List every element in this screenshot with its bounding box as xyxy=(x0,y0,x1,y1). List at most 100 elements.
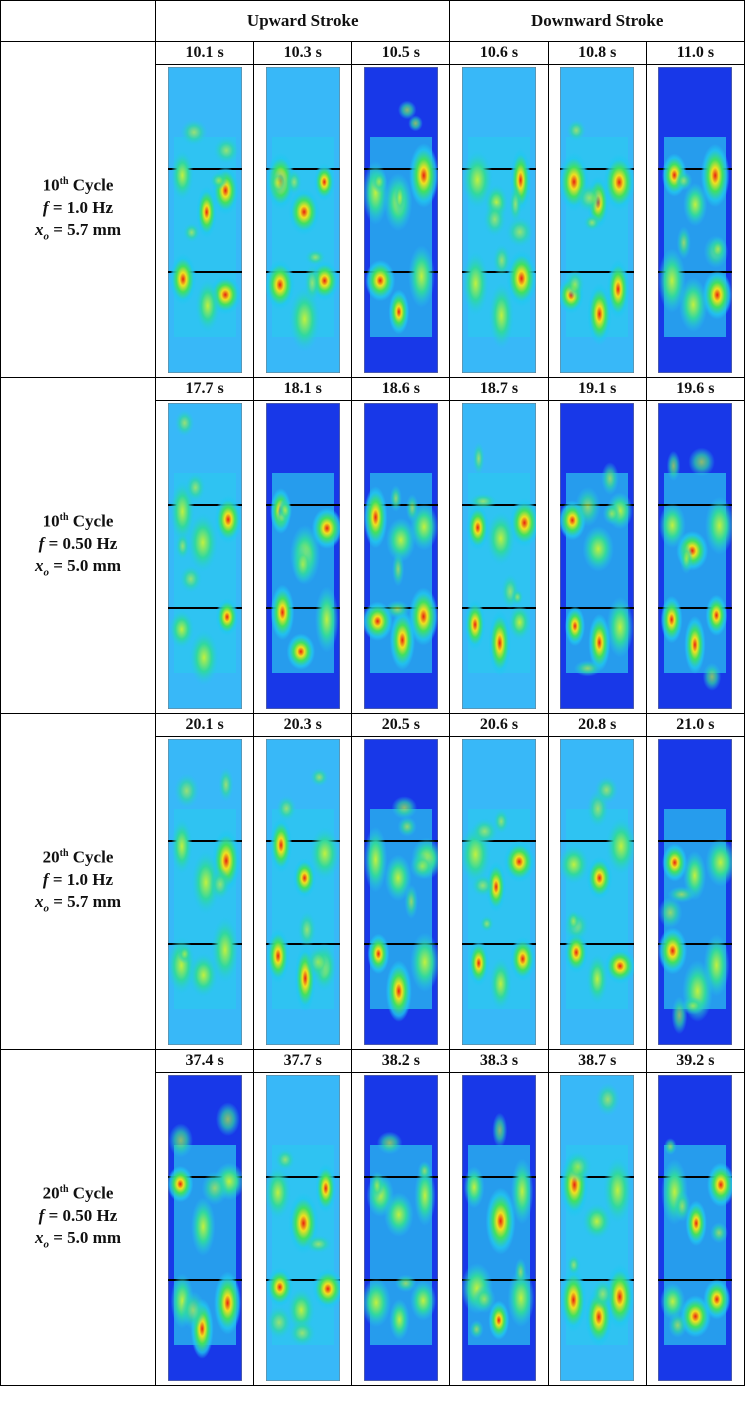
blob xyxy=(385,600,409,618)
image-cell xyxy=(548,65,646,378)
vortex xyxy=(168,1166,193,1202)
vortex xyxy=(270,585,294,641)
time-label: 18.7 s xyxy=(450,378,548,401)
image-cell xyxy=(352,737,450,1050)
blob xyxy=(266,1305,292,1339)
blob xyxy=(584,214,601,231)
x-subscript: o xyxy=(43,231,49,243)
time-row: 20th Cyclef = 0.50 Hzxo = 5.0 mm37.4 s37… xyxy=(1,1050,745,1073)
amplitude-line: xo = 5.7 mm xyxy=(1,219,155,247)
contour-plot xyxy=(168,739,242,1045)
amplitude-line: xo = 5.7 mm xyxy=(1,891,155,919)
time-label: 37.4 s xyxy=(156,1050,254,1073)
blob xyxy=(181,1291,205,1329)
vortex xyxy=(171,818,192,874)
vortex xyxy=(288,189,319,235)
blob xyxy=(689,448,716,477)
blob xyxy=(574,660,601,676)
frequency-line: f = 1.0 Hz xyxy=(1,869,155,891)
blob xyxy=(511,589,523,605)
blob xyxy=(567,119,587,141)
blob xyxy=(390,485,402,512)
blob xyxy=(292,545,312,584)
time-label: 20.3 s xyxy=(254,714,352,737)
vortex xyxy=(565,606,585,646)
contour-plot xyxy=(560,739,634,1045)
vortex xyxy=(510,936,536,981)
time-label: 18.6 s xyxy=(352,378,450,401)
frequency-line: f = 0.50 Hz xyxy=(1,533,155,555)
cycle-number: 20 xyxy=(43,848,60,867)
blob xyxy=(297,911,316,949)
contour-plot xyxy=(266,403,340,709)
blob xyxy=(493,244,511,278)
vortex xyxy=(364,486,387,548)
vortex xyxy=(486,511,516,565)
blob xyxy=(397,817,416,837)
vortex xyxy=(661,596,683,644)
blob xyxy=(183,223,200,243)
blob xyxy=(596,1083,621,1117)
vortex xyxy=(286,633,314,669)
contour-plot xyxy=(364,403,438,709)
vortex xyxy=(408,245,434,308)
time-row: 20th Cyclef = 1.0 Hzxo = 5.7 mm20.1 s20.… xyxy=(1,714,745,737)
vortex xyxy=(293,858,317,898)
vortex xyxy=(270,817,292,873)
f-value: = 0.50 Hz xyxy=(49,1206,118,1225)
vortex xyxy=(365,260,395,301)
vortex xyxy=(191,1197,215,1256)
cycle-suffix: th xyxy=(60,512,69,523)
vortex xyxy=(587,856,613,899)
blob xyxy=(392,552,404,587)
contour-plot xyxy=(364,67,438,373)
f-symbol: f xyxy=(43,198,49,217)
blob xyxy=(710,1222,728,1243)
image-cell xyxy=(450,65,548,378)
blob xyxy=(473,442,485,476)
blob xyxy=(669,1313,688,1338)
contour-plot xyxy=(658,1075,732,1381)
contour-plot xyxy=(168,403,242,709)
time-label: 38.2 s xyxy=(352,1050,450,1073)
blob xyxy=(406,494,418,522)
image-cell xyxy=(548,401,646,714)
time-label: 39.2 s xyxy=(646,1050,744,1073)
vortex xyxy=(503,841,535,883)
blob xyxy=(398,101,416,120)
vortex xyxy=(587,953,609,1004)
blob xyxy=(680,544,693,574)
blob xyxy=(410,853,435,879)
row-label: 20th Cyclef = 1.0 Hzxo = 5.7 mm xyxy=(1,714,156,1050)
image-cell xyxy=(156,737,254,1050)
blob xyxy=(275,1148,295,1170)
contour-plot xyxy=(364,1075,438,1381)
vortex xyxy=(486,1188,516,1255)
blob xyxy=(391,796,416,819)
blob xyxy=(470,1320,484,1339)
amplitude-line: xo = 5.0 mm xyxy=(1,1227,155,1255)
contour-plot xyxy=(462,1075,536,1381)
time-label: 10.8 s xyxy=(548,42,646,65)
cycle-word: Cycle xyxy=(73,512,114,531)
time-label: 37.7 s xyxy=(254,1050,352,1073)
blob xyxy=(371,170,387,193)
vortex xyxy=(489,282,515,349)
blob xyxy=(175,532,190,560)
blob xyxy=(674,1191,691,1222)
vortex xyxy=(315,1164,336,1213)
vortex xyxy=(384,1192,414,1237)
amplitude-line: xo = 5.0 mm xyxy=(1,555,155,583)
image-cell xyxy=(450,737,548,1050)
vortex xyxy=(170,150,193,200)
time-label: 18.1 s xyxy=(254,378,352,401)
figure-table: Upward Stroke Downward Stroke 10th Cycle… xyxy=(0,0,745,1386)
blob xyxy=(168,1123,192,1157)
upward-header: Upward Stroke xyxy=(156,1,450,42)
blob xyxy=(658,897,682,928)
vortex xyxy=(468,940,489,986)
time-label: 38.3 s xyxy=(450,1050,548,1073)
blob xyxy=(305,946,330,979)
time-label: 10.6 s xyxy=(450,42,548,65)
